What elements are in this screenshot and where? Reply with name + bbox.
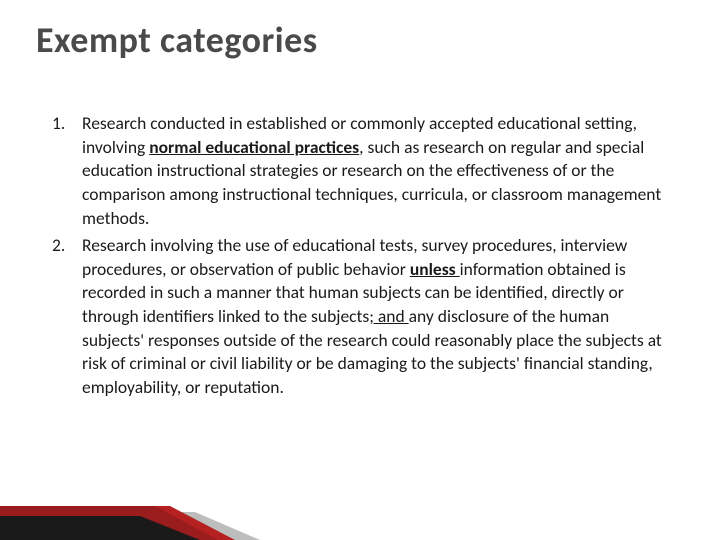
list-item: Research involving the use of educationa…	[82, 234, 684, 399]
list-item: Research conducted in established or com…	[82, 112, 684, 230]
item2-emph1: unless	[410, 258, 460, 280]
corner-decoration	[0, 492, 260, 540]
deco-red	[0, 506, 235, 540]
slide-container: Exempt categories Research conducted in …	[0, 0, 720, 540]
deco-red-dark	[0, 506, 218, 540]
exempt-list: Research conducted in established or com…	[36, 112, 684, 400]
deco-black	[0, 516, 200, 540]
deco-gray	[0, 512, 260, 540]
item1-emph: normal educational practices	[149, 136, 359, 158]
item2-emph2: ; and	[369, 305, 408, 327]
page-title: Exempt categories	[36, 18, 684, 62]
